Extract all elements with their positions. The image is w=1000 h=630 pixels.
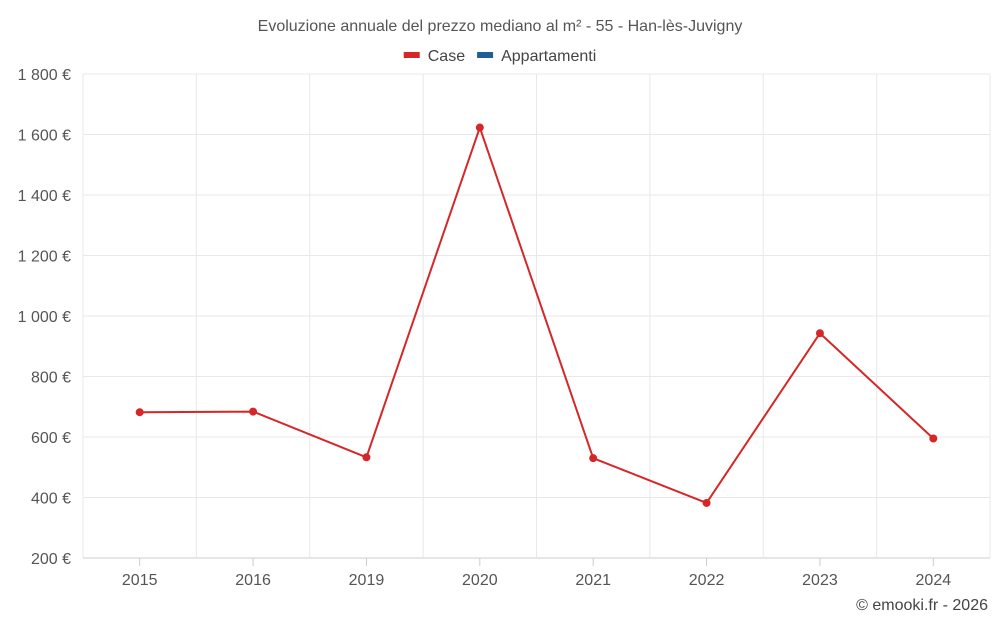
y-tick-label: 1 400 €	[18, 188, 71, 205]
x-axis: 2015 2016 2019 2020 2021 2022 2023 2024	[122, 558, 951, 589]
data-point[interactable]	[475, 123, 484, 132]
data-point[interactable]	[135, 408, 144, 417]
legend-label: Case	[428, 48, 465, 65]
legend-label: Appartamenti	[501, 48, 596, 65]
x-tick-label: 2021	[575, 572, 611, 589]
y-tick-label: 1 000 €	[18, 309, 71, 326]
y-tick-label: 200 €	[31, 551, 71, 568]
plot-area	[135, 123, 938, 507]
x-tick-label: 2020	[462, 572, 498, 589]
legend-swatch[interactable]	[477, 52, 494, 58]
x-tick-label: 2024	[916, 572, 952, 589]
x-tick-label: 2023	[802, 572, 838, 589]
x-tick-label: 2015	[122, 572, 158, 589]
grid-lines	[82, 73, 991, 559]
legend-swatch[interactable]	[403, 52, 420, 58]
series-line	[138, 126, 935, 504]
data-point[interactable]	[929, 434, 938, 443]
y-tick-label: 800 €	[31, 370, 71, 387]
x-tick-label: 2016	[235, 572, 271, 589]
y-tick-label: 400 €	[31, 491, 71, 508]
y-tick-label: 1 600 €	[18, 128, 71, 145]
data-point[interactable]	[702, 498, 711, 507]
data-point[interactable]	[815, 329, 824, 338]
data-point[interactable]	[589, 454, 598, 463]
y-tick-label: 1 200 €	[18, 249, 71, 266]
y-tick-label: 1 800 €	[18, 67, 71, 84]
y-axis: 200 € 400 € 600 € 800 € 1 000 € 1 200 € 1 400 …	[18, 67, 71, 568]
x-tick-label: 2022	[689, 572, 725, 589]
y-tick-label: 600 €	[31, 430, 71, 447]
data-point[interactable]	[362, 453, 371, 462]
credit-text: © emooki.fr - 2026	[856, 597, 988, 614]
data-point[interactable]	[249, 407, 258, 416]
chart-legend: Case Appartamenti	[403, 48, 596, 65]
x-tick-label: 2019	[349, 572, 385, 589]
chart-title: Evoluzione annuale del prezzo mediano al…	[258, 18, 743, 35]
